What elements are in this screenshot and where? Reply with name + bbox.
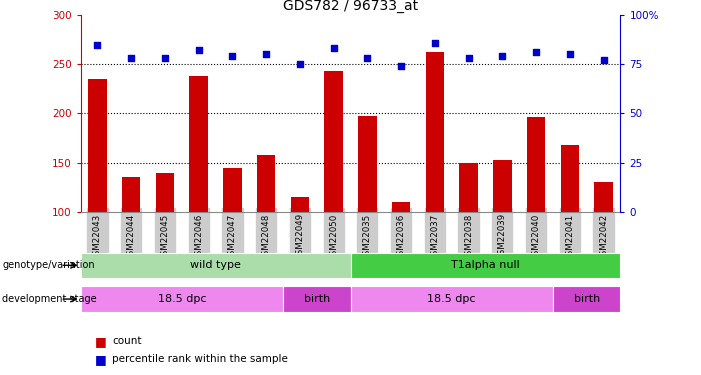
Bar <box>459 163 478 212</box>
Text: ■: ■ <box>95 335 107 348</box>
Point <box>261 51 272 57</box>
Point <box>395 63 407 69</box>
Text: count: count <box>112 336 142 346</box>
Bar <box>291 197 309 212</box>
Point <box>227 53 238 59</box>
Bar <box>594 182 613 212</box>
Bar <box>122 177 140 212</box>
Bar <box>189 76 208 212</box>
Text: percentile rank within the sample: percentile rank within the sample <box>112 354 288 364</box>
Point <box>531 50 542 55</box>
Bar <box>553 286 620 312</box>
Point <box>564 51 576 57</box>
Bar <box>561 145 579 212</box>
Bar <box>81 253 350 278</box>
Point <box>463 56 474 62</box>
Bar <box>392 202 410 212</box>
Text: development stage: development stage <box>2 294 97 304</box>
Bar <box>88 79 107 212</box>
Bar <box>350 286 553 312</box>
Point <box>92 42 103 48</box>
Point <box>125 56 137 62</box>
Bar <box>325 71 343 212</box>
Bar <box>257 155 275 212</box>
Bar <box>156 172 175 212</box>
Point <box>362 56 373 62</box>
Bar <box>493 160 512 212</box>
Text: ■: ■ <box>95 353 107 366</box>
Bar <box>358 116 376 212</box>
Point <box>598 57 609 63</box>
Point <box>294 61 306 67</box>
Text: birth: birth <box>304 294 330 304</box>
Point <box>429 40 440 46</box>
Point <box>497 53 508 59</box>
Bar <box>350 253 620 278</box>
Text: birth: birth <box>573 294 600 304</box>
Text: genotype/variation: genotype/variation <box>2 260 95 270</box>
Bar <box>81 286 283 312</box>
Point <box>159 56 170 62</box>
Bar <box>223 168 242 212</box>
Text: T1alpha null: T1alpha null <box>451 260 520 270</box>
Text: 18.5 dpc: 18.5 dpc <box>428 294 476 304</box>
Text: 18.5 dpc: 18.5 dpc <box>158 294 206 304</box>
Bar <box>526 117 545 212</box>
Bar <box>426 53 444 212</box>
Text: wild type: wild type <box>190 260 241 270</box>
Point <box>193 48 204 54</box>
Title: GDS782 / 96733_at: GDS782 / 96733_at <box>283 0 418 13</box>
Point <box>328 45 339 51</box>
Bar <box>283 286 350 312</box>
